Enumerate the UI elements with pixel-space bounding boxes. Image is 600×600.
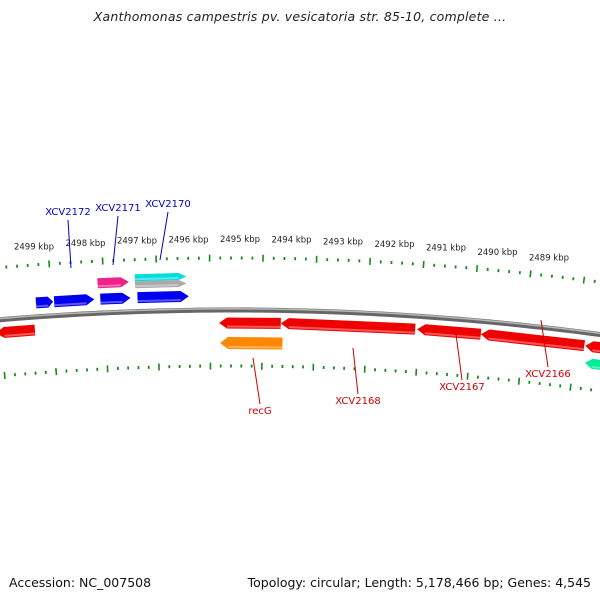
scale-label: 2495 kbp [220, 235, 260, 245]
gene-label: XCV2168 [335, 396, 380, 407]
reverse-gene-arrow [219, 317, 281, 329]
outer-ring-major-tick [582, 276, 586, 284]
gene-label-leader [540, 319, 549, 368]
outer-ring-major-tick [529, 270, 532, 278]
outer-ring-major-tick [422, 260, 425, 269]
genome-backbone [0, 307, 600, 338]
reverse-gene-arrow [0, 324, 36, 338]
outer-ring-major-tick [48, 260, 51, 268]
forward-gene-arrow-shade [134, 277, 179, 281]
forward-gene-arrow [134, 280, 187, 289]
feature-layer [0, 273, 600, 370]
scale-label: 2491 kbp [426, 244, 466, 254]
gene-label-leader [159, 211, 169, 261]
gene-label: XCV2172 [45, 207, 90, 218]
gene-label: XCV2170 [145, 199, 190, 210]
gene-label-layer: XCV2172 XCV2171 XCV2170 recG XCV2168 XCV2167 X… [45, 199, 570, 417]
reverse-gene-arrow [585, 341, 600, 354]
forward-gene-arrow-shade [137, 299, 181, 303]
forward-gene-arrow [137, 291, 189, 304]
scale-label: 2498 kbp [65, 239, 105, 249]
forward-gene-arrow-shade [36, 304, 49, 308]
reverse-gene-arrow-shade [4, 332, 36, 337]
scale-label: 2497 kbp [117, 237, 157, 247]
reverse-gene-arrow [280, 318, 416, 335]
gene-label-leader [67, 219, 72, 269]
scale-label: 2499 kbp [14, 242, 54, 252]
gene-label: XCV2171 [95, 203, 140, 214]
forward-gene-arrow [134, 273, 187, 282]
inner-ring-major-tick [466, 372, 469, 380]
inner-ring-major-tick [569, 383, 572, 391]
inner-ring-major-tick [517, 377, 521, 385]
forward-gene-arrow [35, 296, 54, 309]
scale-label: 2492 kbp [374, 240, 414, 250]
gene-label: recG [248, 406, 271, 417]
reverse-gene-arrow-shade [592, 349, 600, 353]
reverse-gene-arrow-shade [228, 346, 283, 349]
reverse-gene-arrow [220, 337, 283, 350]
reverse-gene-arrow [585, 358, 600, 370]
gene-label-leader [112, 215, 119, 266]
scale-label-layer: 2499 kbp 2498 kbp 2497 kbp 2496 kbp 2495 kbp… [14, 235, 569, 264]
reverse-gene-arrow-shade [288, 326, 415, 334]
scale-label: 2494 kbp [271, 236, 311, 246]
inner-ring-major-tick [3, 371, 6, 380]
inner-ring-major-tick [55, 368, 58, 376]
reverse-gene-arrow [417, 324, 482, 340]
forward-gene-arrow [97, 277, 129, 289]
scale-label: 2489 kbp [529, 254, 569, 264]
gene-label-leader [252, 357, 261, 405]
tick-layer [3, 254, 596, 392]
backbone-layer [0, 307, 600, 338]
forward-gene-arrow-shade [54, 302, 87, 307]
outer-ring-major-tick [475, 265, 479, 273]
forward-gene-arrow-shade [97, 284, 121, 288]
gene-label-leader [352, 347, 359, 395]
gene-label: XCV2166 [525, 369, 570, 380]
reverse-gene-arrow [480, 329, 585, 352]
forward-gene-arrow-shade [100, 300, 123, 304]
topology-summary-text: Topology: circular; Length: 5,178,466 bp… [247, 575, 591, 590]
scale-label: 2496 kbp [168, 235, 208, 245]
reverse-gene-arrow-shade [488, 337, 585, 351]
scale-label: 2493 kbp [323, 237, 363, 247]
gene-label: XCV2167 [439, 382, 484, 393]
genome-backbone-highlight [0, 308, 600, 335]
forward-gene-arrow-shade [135, 284, 179, 288]
map-title: Xanthomonas campestris pv. vesicatoria s… [93, 9, 507, 24]
reverse-gene-arrow-shade [424, 332, 481, 339]
scale-label: 2490 kbp [477, 248, 517, 258]
gene-label-leader [455, 333, 463, 381]
accession-text: Accession: NC_007508 [9, 575, 152, 590]
forward-gene-arrow [53, 294, 95, 308]
forward-gene-arrow [100, 292, 131, 305]
